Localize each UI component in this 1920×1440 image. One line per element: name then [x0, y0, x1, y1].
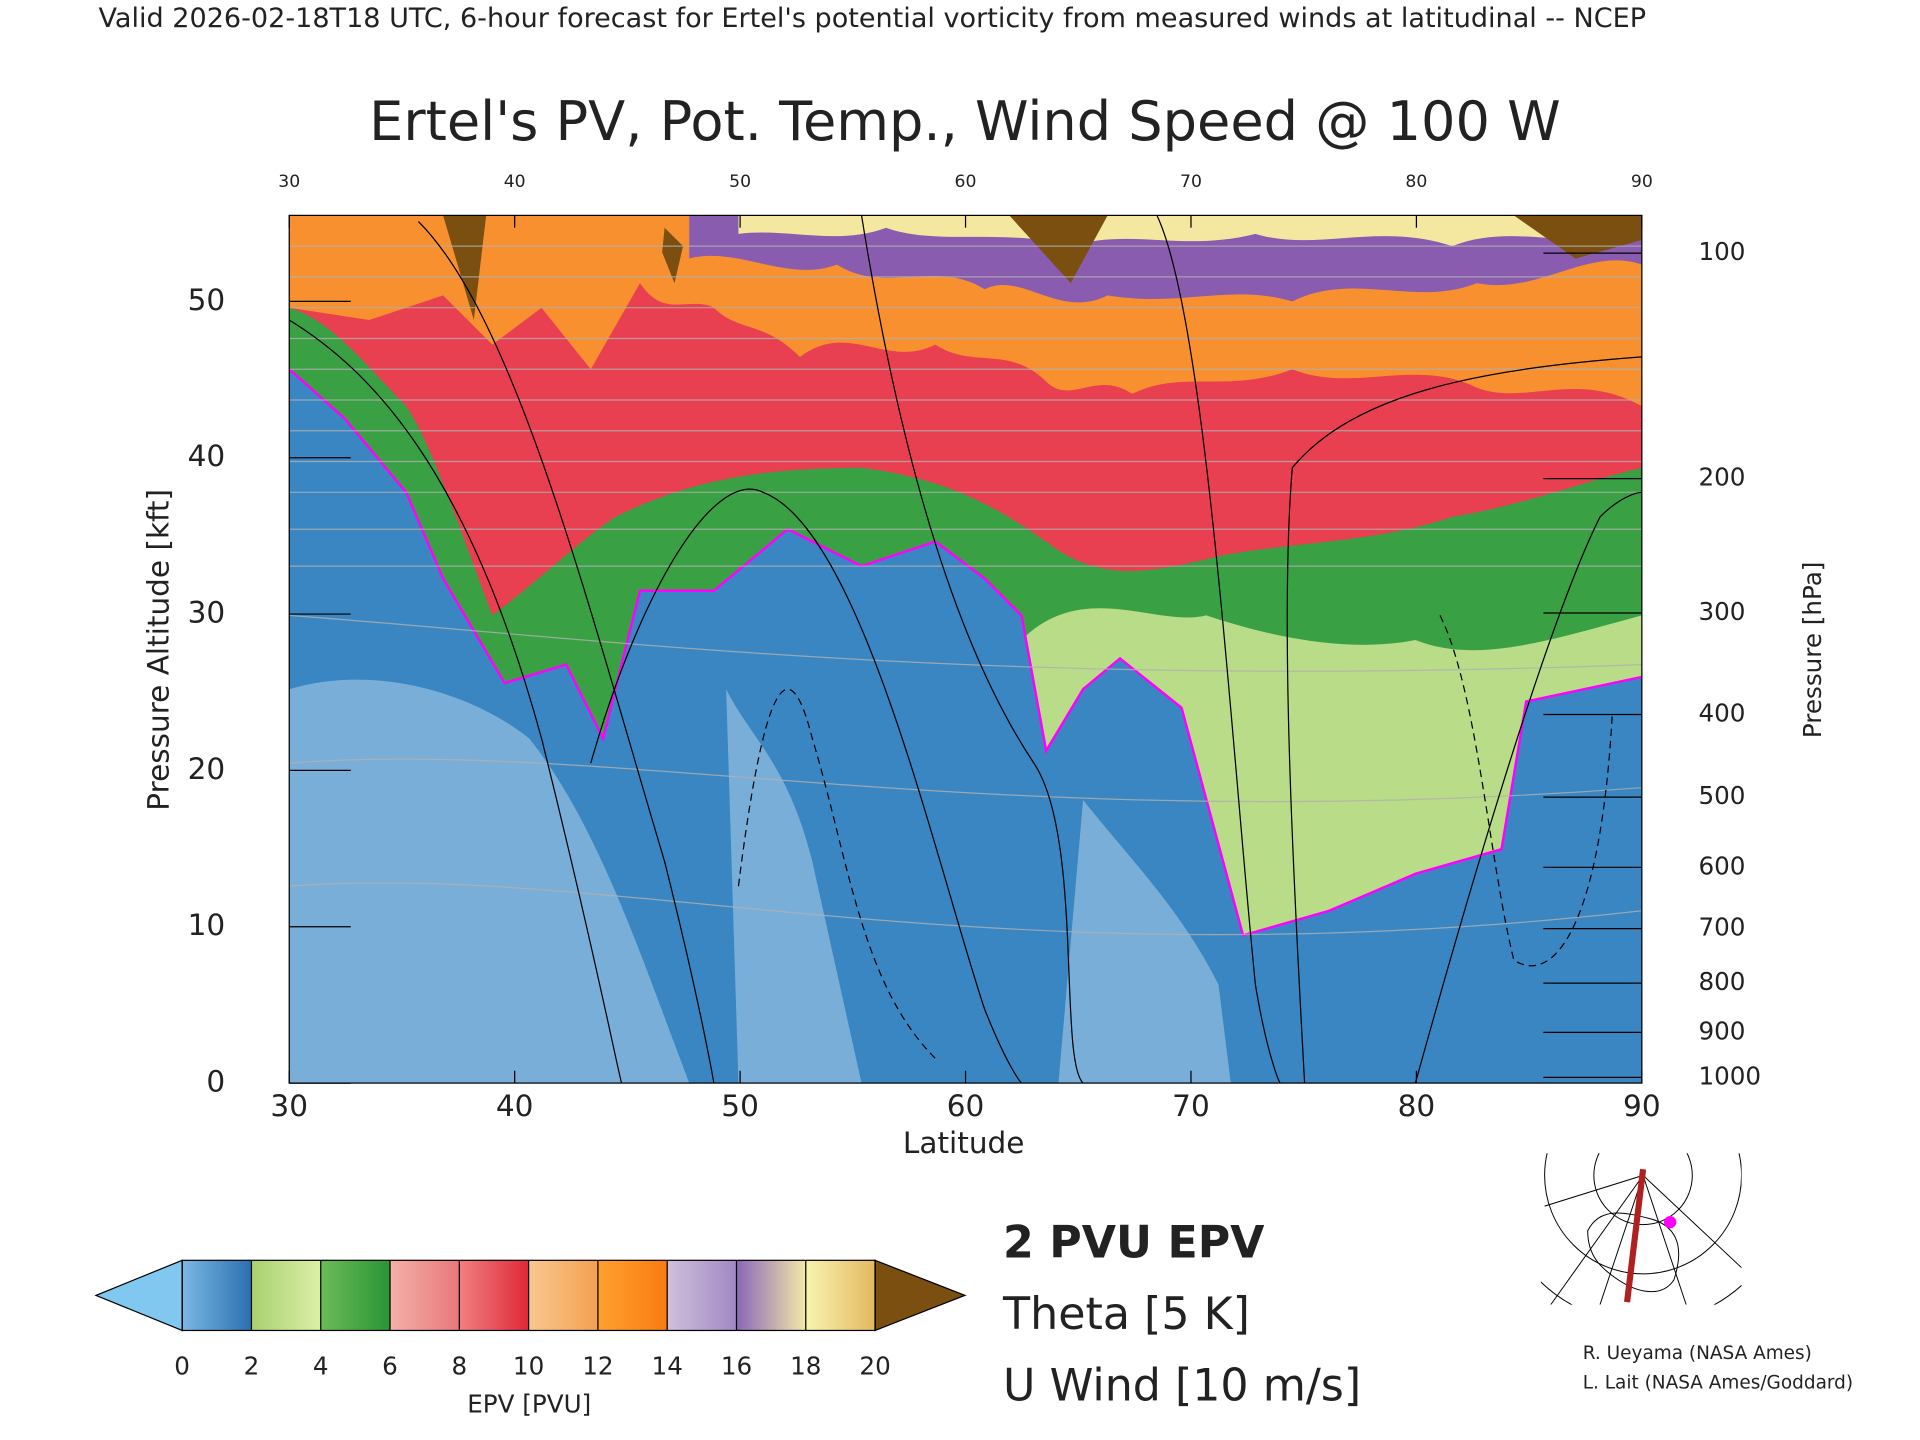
map-section-line	[1624, 1168, 1647, 1303]
x-top-tick-label: 80	[1405, 172, 1427, 192]
map-graticule	[1540, 1153, 1742, 1305]
wind-contours	[289, 215, 1642, 1084]
colorbar: 0 2 4 6 8 10 12 14 16 18 20	[94, 1259, 967, 1380]
x-top-tick-label: 90	[1631, 172, 1653, 192]
colorbar-segment	[597, 1260, 668, 1331]
x-top-tick-label: 30	[278, 172, 300, 192]
colorbar-tick-label: 2	[244, 1351, 260, 1380]
x-tick-label: 80	[1398, 1089, 1436, 1123]
field	[289, 215, 1642, 1084]
field-blue	[289, 369, 1642, 1084]
y-tick-label: 0	[206, 1065, 225, 1099]
colorbar-tick-label: 10	[513, 1351, 544, 1380]
y-tick-label: 20	[188, 752, 226, 786]
colorbar-tick-label: 6	[382, 1351, 398, 1380]
colorbar-tick-label: 12	[582, 1351, 613, 1380]
legend: 2 PVU EPV Theta [5 K] U Wind [10 m/s]	[1002, 1218, 1361, 1412]
legend-entry: 2 PVU EPV	[1003, 1218, 1265, 1269]
legend-entry: Theta [5 K]	[1002, 1289, 1250, 1340]
colorbar-tick-label: 16	[721, 1351, 752, 1380]
x-top-tick-label: 70	[1180, 172, 1202, 192]
y-axis-label: Pressure Altitude [kft]	[142, 489, 176, 811]
credit: R. Ueyama (NASA Ames)	[1583, 1343, 1812, 1364]
y2-tick-label: 500	[1698, 781, 1745, 810]
x-tick-label: 70	[1172, 1089, 1210, 1123]
y2-tick-label: 200	[1698, 463, 1745, 492]
x-top-tick-label: 50	[729, 172, 751, 192]
y-tick-label: 10	[188, 908, 226, 942]
colorbar-tick-label: 8	[451, 1351, 467, 1380]
colorbar-tick-label: 18	[790, 1351, 821, 1380]
y2-tick-label: 700	[1698, 913, 1745, 942]
x-tick-label: 50	[721, 1089, 759, 1123]
colorbar-tick-label: 14	[652, 1351, 683, 1380]
map-inset	[1540, 1153, 1742, 1305]
colorbar-label: EPV [PVU]	[467, 1390, 591, 1419]
colorbar-segment	[459, 1260, 529, 1331]
header: Valid 2026-02-18T18 UTC, 6-hour forecast…	[98, 3, 1646, 34]
y-tick-label: 40	[188, 439, 226, 473]
field-purple	[689, 215, 1642, 303]
y2-tick-label: 400	[1698, 699, 1745, 728]
colorbar-segment	[390, 1260, 460, 1331]
x-tick-label: 90	[1623, 1089, 1661, 1123]
pv2-contour	[289, 368, 1642, 937]
field-lightblue	[289, 679, 1231, 1084]
map-marker	[1664, 1216, 1677, 1229]
y2-tick-label: 300	[1698, 597, 1745, 626]
chart-title: Ertel's PV, Pot. Temp., Wind Speed @ 100…	[369, 90, 1561, 153]
y2-tick-label: 800	[1698, 967, 1745, 996]
colorbar-segment	[251, 1260, 321, 1331]
colorbar-segment	[805, 1260, 876, 1331]
legend-entry: U Wind [10 m/s]	[1003, 1360, 1361, 1411]
credit: L. Lait (NASA Ames/Goddard)	[1583, 1372, 1853, 1393]
colorbar-over	[874, 1259, 967, 1332]
colorbar-segment	[320, 1260, 391, 1331]
colorbar-segment	[528, 1260, 598, 1331]
y2-axis-label: Pressure [hPa]	[1798, 562, 1827, 739]
x-tick-label: 40	[496, 1089, 534, 1123]
theta-contours	[289, 245, 1642, 936]
colorbar-segment	[667, 1260, 737, 1331]
colorbar-segment	[182, 1260, 252, 1331]
x-top-tick-label: 60	[955, 172, 977, 192]
y2-tick-label: 100	[1698, 237, 1745, 266]
y2-tick-label: 1000	[1698, 1061, 1761, 1090]
colorbar-under	[94, 1259, 183, 1332]
colorbar-tick-label: 0	[174, 1351, 190, 1380]
x-tick-label: 30	[270, 1089, 308, 1123]
y-tick-label: 30	[188, 596, 226, 630]
y2-tick-label: 900	[1698, 1016, 1745, 1045]
x-axis-label: Latitude	[903, 1126, 1024, 1160]
colorbar-tick-label: 20	[859, 1351, 890, 1380]
y-tick-label: 50	[188, 283, 226, 317]
colorbar-segment	[736, 1260, 806, 1331]
x-top-tick-label: 40	[504, 172, 526, 192]
x-tick-label: 60	[947, 1089, 985, 1123]
y2-tick-label: 600	[1698, 851, 1745, 880]
colorbar-tick-label: 4	[313, 1351, 329, 1380]
field-brown	[443, 215, 1642, 320]
